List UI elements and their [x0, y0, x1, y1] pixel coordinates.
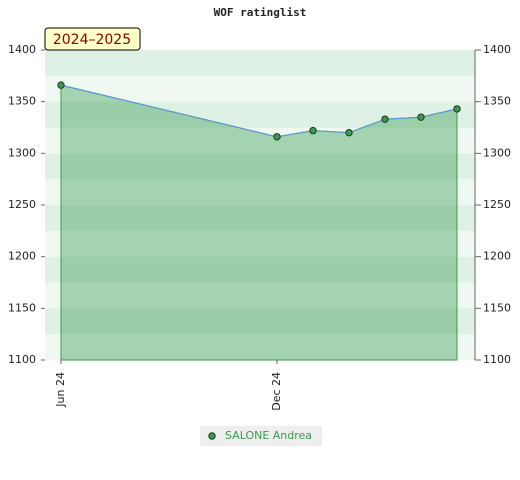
point	[273, 133, 281, 141]
point	[417, 113, 425, 121]
y2-tick-label: 1100	[483, 353, 511, 366]
chart-title: WOF ratinglist	[214, 6, 307, 19]
background-band	[45, 230, 475, 257]
background-band	[45, 153, 475, 180]
x-tick-label: Jun 24	[54, 372, 67, 408]
point	[381, 115, 389, 123]
y-tick-label: 1150	[8, 301, 36, 314]
y2-tick-label: 1350	[483, 95, 511, 108]
legend	[200, 426, 322, 446]
point	[57, 81, 65, 89]
background-band	[45, 127, 475, 154]
y-tick-label: 1200	[8, 250, 36, 263]
y-tick-label: 1300	[8, 146, 36, 159]
y2-tick-label: 1200	[483, 250, 511, 263]
y-tick-label: 1100	[8, 353, 36, 366]
y2-tick-label: 1300	[483, 146, 511, 159]
background-band	[45, 205, 475, 231]
y2-tick-label: 1400	[483, 43, 511, 56]
background-band	[45, 282, 475, 309]
plot-area	[45, 50, 475, 361]
legend-label: SALONE Andrea	[225, 429, 312, 442]
background-band	[45, 256, 475, 283]
y2-tick-label: 1150	[483, 301, 511, 314]
background-band	[45, 334, 475, 360]
x-tick-label: Dec 24	[270, 372, 283, 411]
legend-marker	[208, 432, 216, 440]
y-tick-label: 1400	[8, 43, 36, 56]
point	[345, 128, 353, 137]
y-tick-label: 1250	[8, 198, 36, 211]
point	[453, 105, 461, 113]
background-band	[45, 101, 475, 128]
annotation-box	[44, 27, 141, 51]
background-band	[45, 75, 475, 102]
y2-tick-label: 1250	[483, 198, 511, 211]
background-band	[45, 179, 475, 205]
annotation: 2024–2025	[53, 32, 131, 48]
y-tick-label: 1350	[8, 95, 36, 108]
point	[309, 126, 317, 135]
background-band	[45, 50, 475, 76]
background-band	[45, 308, 475, 335]
